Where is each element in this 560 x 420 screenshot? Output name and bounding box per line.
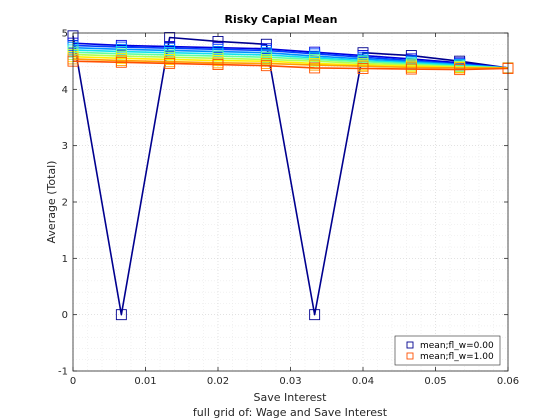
data-point [405,63,417,75]
data-point [454,64,466,76]
data-point [115,309,127,321]
series-line [72,46,509,69]
series-line [72,58,508,69]
series-line [72,44,509,69]
x-tick-label: 0.01 [134,376,156,387]
y-tick-label: -1 [58,367,68,378]
series-line [72,49,509,69]
x-tick-label: 0.02 [207,376,229,387]
x-tick-label: 0.04 [352,376,374,387]
data-point [164,57,176,69]
x-tick-label: 0 [70,376,76,387]
data-point [309,309,321,321]
x-tick-label: 0.06 [497,376,519,387]
y-axis-label: Average (Total) [45,161,58,244]
legend-box [394,335,501,366]
y-tick-label: 3 [62,141,68,152]
legend-marker-series-10 [406,352,414,360]
data-point [260,60,272,72]
legend-label-series-10: mean;fl_w=1.00 [420,352,494,362]
x-axis-label: Save Interest [254,391,328,404]
x-tick-label: 0.03 [279,376,301,387]
chart-title: Risky Capial Mean [225,13,338,26]
series-line [72,60,509,71]
series-line [72,51,509,69]
y-tick-label: 4 [62,85,68,96]
legend-label-series-1: mean;fl_w=0.00 [420,341,494,351]
y-tick-label: 1 [62,254,68,265]
y-tick-label: 2 [62,198,68,209]
x-tick-label: 0.05 [424,376,446,387]
y-tick-label: 0 [62,310,68,321]
data-point [309,62,321,74]
series-layer [67,30,514,321]
series-10 [67,55,514,76]
data-point [164,32,176,43]
y-tick-label: 5 [62,29,68,40]
data-point [357,63,369,74]
series-line [72,53,509,69]
legend: mean;fl_w=0.00 mean;fl_w=1.00 [394,335,501,366]
series-line [72,42,509,69]
subtitle-label: full grid of: Wage and Save Interest [193,406,388,419]
data-point [115,56,127,68]
series-line [72,55,509,69]
legend-marker-series-1 [406,341,414,349]
data-point [212,59,224,70]
series-line [72,35,509,316]
